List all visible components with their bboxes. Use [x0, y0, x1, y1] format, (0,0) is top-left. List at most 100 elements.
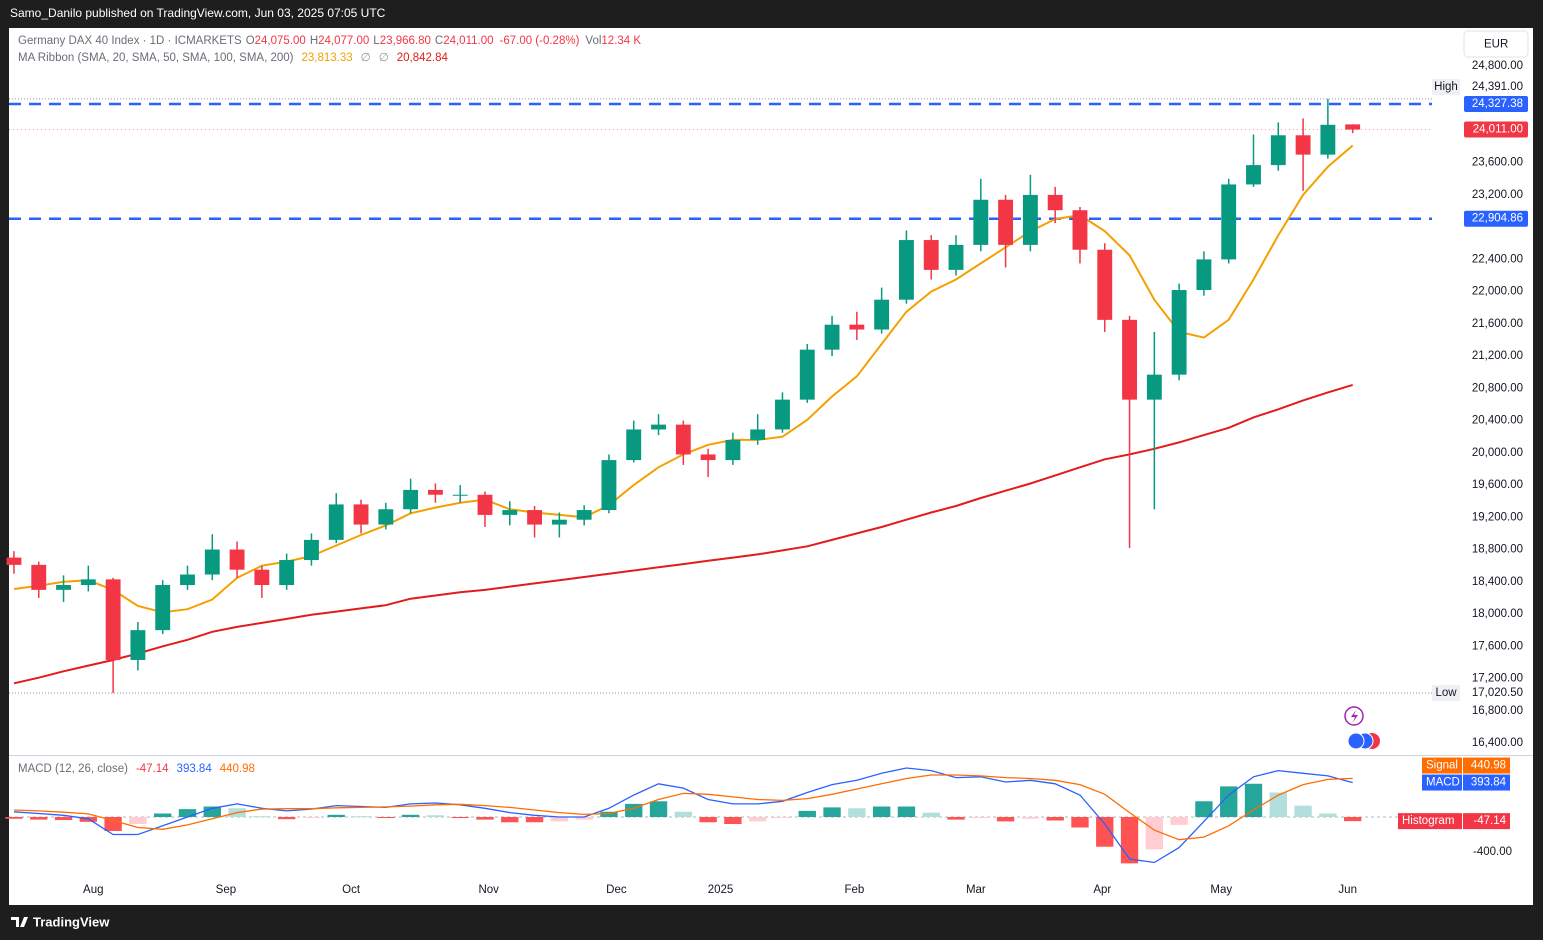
chart-layer: 24,800.00 23,600.00 23,200.00 22,400.00 22,0… [5, 35, 1528, 896]
histogram-bar [600, 811, 618, 818]
histogram-bar [401, 814, 420, 818]
logo-mark [11, 917, 28, 927]
candle-body [824, 324, 840, 350]
histogram-bar [1244, 783, 1263, 818]
x-tick-label: Dec [606, 884, 627, 896]
candle-body [6, 557, 22, 565]
y-tick-label: 20,400.00 [1472, 415, 1523, 427]
candle-body [1146, 374, 1162, 400]
candle-body [279, 560, 295, 586]
histogram-bar [1294, 805, 1312, 818]
candle-body [1122, 319, 1137, 400]
histogram-bar [1145, 817, 1164, 850]
y-tick-label: 20,000.00 [1472, 447, 1523, 459]
series-tag [1422, 757, 1462, 774]
candle-body [551, 519, 567, 525]
candle-body [874, 299, 890, 330]
y-tick-label: 23,200.00 [1472, 189, 1523, 201]
candle-body [130, 630, 146, 660]
histogram-bar [575, 817, 593, 820]
candle-body [1270, 135, 1286, 166]
candle-body [700, 454, 716, 461]
histogram-bar [426, 815, 445, 818]
x-tick-label: Jun [1338, 884, 1357, 896]
extreme-tag [1432, 684, 1460, 701]
series-tag-value: 393.84 [1471, 777, 1507, 789]
candle-body [105, 579, 121, 660]
symbol-title: Germany DAX 40 Index · 1D · ICMARKETS [18, 35, 242, 47]
event-glyph [1351, 710, 1358, 722]
histogram-bar [352, 816, 370, 818]
ma-legend: MA Ribbon (SMA, 20, SMA, 50, SMA, 100, S… [18, 52, 448, 64]
y-tick-label: 18,400.00 [1472, 576, 1523, 588]
histogram-bar [104, 817, 122, 832]
y-tick-label: 19,600.00 [1472, 479, 1523, 491]
candle-body [1171, 290, 1187, 375]
candle-body [1345, 124, 1361, 130]
macd-line [13, 767, 1353, 864]
histogram-bar [1120, 817, 1139, 864]
macd-legend: MACD (12, 26, close) -47.14 393.84 440.98 [18, 763, 255, 775]
histogram-bar [129, 817, 147, 825]
y-tick-label: 18,000.00 [1472, 608, 1523, 620]
candle-body [180, 574, 195, 586]
y-tick-label: 21,600.00 [1472, 318, 1523, 330]
candle-body [775, 399, 790, 430]
ohlc-value: 23,966.80 [380, 35, 431, 47]
macd-line [13, 774, 1353, 841]
histogram-bar [476, 817, 494, 820]
candle-body [80, 579, 96, 586]
candle-body [452, 494, 468, 496]
ohlc-key: H [310, 35, 318, 47]
currency-button[interactable] [1463, 30, 1529, 58]
histogram-bar [154, 813, 172, 818]
candle-body [626, 429, 642, 461]
series-tag-value-bg [1463, 774, 1510, 791]
histogram-bar [451, 817, 469, 819]
x-tick-label: Sep [216, 884, 236, 896]
candle-body [378, 509, 394, 525]
ohlc-key: C [435, 35, 443, 47]
ma-value: 23,813.33 [301, 52, 352, 64]
candle-body [427, 489, 443, 495]
candle-body [1022, 194, 1038, 245]
histogram-bar [302, 817, 321, 819]
histogram-bar [897, 806, 916, 818]
histogram-bar [848, 808, 866, 818]
histogram-bar [947, 817, 965, 820]
x-tick-label: 2025 [708, 884, 734, 896]
histogram-bar [724, 817, 742, 825]
histogram-bar [327, 814, 345, 818]
y-tick-label: 19,200.00 [1472, 511, 1523, 523]
histogram-bar [277, 817, 296, 820]
candle-body [502, 510, 518, 515]
histogram-bar [54, 817, 73, 821]
series-tag-name: MACD [1426, 777, 1460, 789]
y-tick-label: 22,400.00 [1472, 253, 1523, 265]
candle-body [254, 569, 270, 586]
series-tag-value: 440.98 [1471, 760, 1506, 772]
histogram-bar [525, 817, 544, 823]
histogram-bar [922, 812, 940, 818]
ma-value: ∅ [361, 52, 371, 64]
macd-legend-value: 440.98 [220, 763, 255, 775]
candle-body [229, 549, 245, 570]
candle-body [1295, 135, 1311, 155]
candle-body [576, 510, 592, 520]
ohlc-key: O [246, 35, 255, 47]
macd-legend-value: 393.84 [177, 763, 213, 775]
ohlc-value: 24,011.00 [443, 35, 493, 47]
x-tick-label: Aug [83, 884, 103, 896]
candle-body [750, 429, 766, 440]
macd-legend-value: -47.14 [136, 763, 169, 775]
ohlc-value: 24,077.00 [318, 35, 369, 47]
candle-body [304, 539, 319, 561]
extreme-tag [1432, 78, 1460, 95]
histogram-bar [823, 807, 841, 818]
x-tick-label: May [1210, 884, 1232, 896]
candle-body [353, 504, 369, 525]
y-tick-label: 22,000.00 [1472, 286, 1523, 298]
candle-body [1320, 124, 1336, 155]
ma-value: ∅ [379, 52, 389, 64]
extreme-name: Low [1435, 687, 1457, 699]
